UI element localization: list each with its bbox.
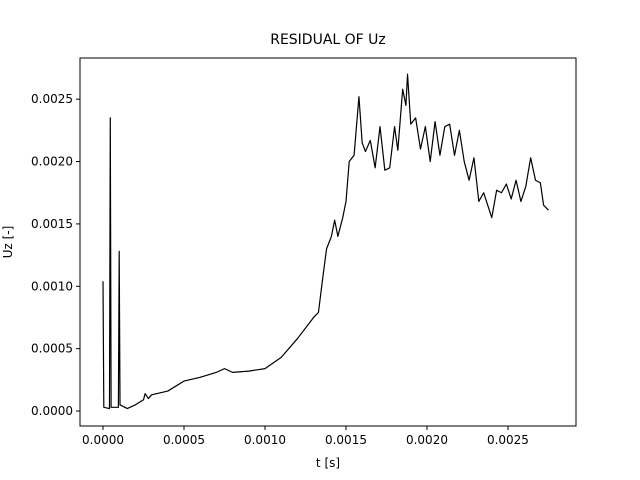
- y-tick-label: 0.0000: [31, 404, 73, 418]
- x-tick-label: 0.0025: [487, 433, 529, 447]
- x-tick-label: 0.0015: [325, 433, 367, 447]
- x-tick-label: 0.0020: [406, 433, 448, 447]
- y-tick-label: 0.0025: [31, 92, 73, 106]
- y-tick-label: 0.0005: [31, 342, 73, 356]
- y-tick-label: 0.0015: [31, 217, 73, 231]
- y-tick-label: 0.0020: [31, 155, 73, 169]
- data-line: [102, 73, 549, 410]
- x-tick-label: 0.0005: [163, 433, 205, 447]
- y-axis-label: Uz [-]: [1, 226, 15, 259]
- plot-frame: [79, 57, 577, 427]
- x-tick-label: 0.0000: [82, 433, 124, 447]
- y-tick-label: 0.0010: [31, 279, 73, 293]
- chart-title: RESIDUAL OF Uz: [270, 32, 386, 48]
- x-tick-label: 0.0010: [244, 433, 286, 447]
- x-axis-label: t [s]: [316, 456, 340, 470]
